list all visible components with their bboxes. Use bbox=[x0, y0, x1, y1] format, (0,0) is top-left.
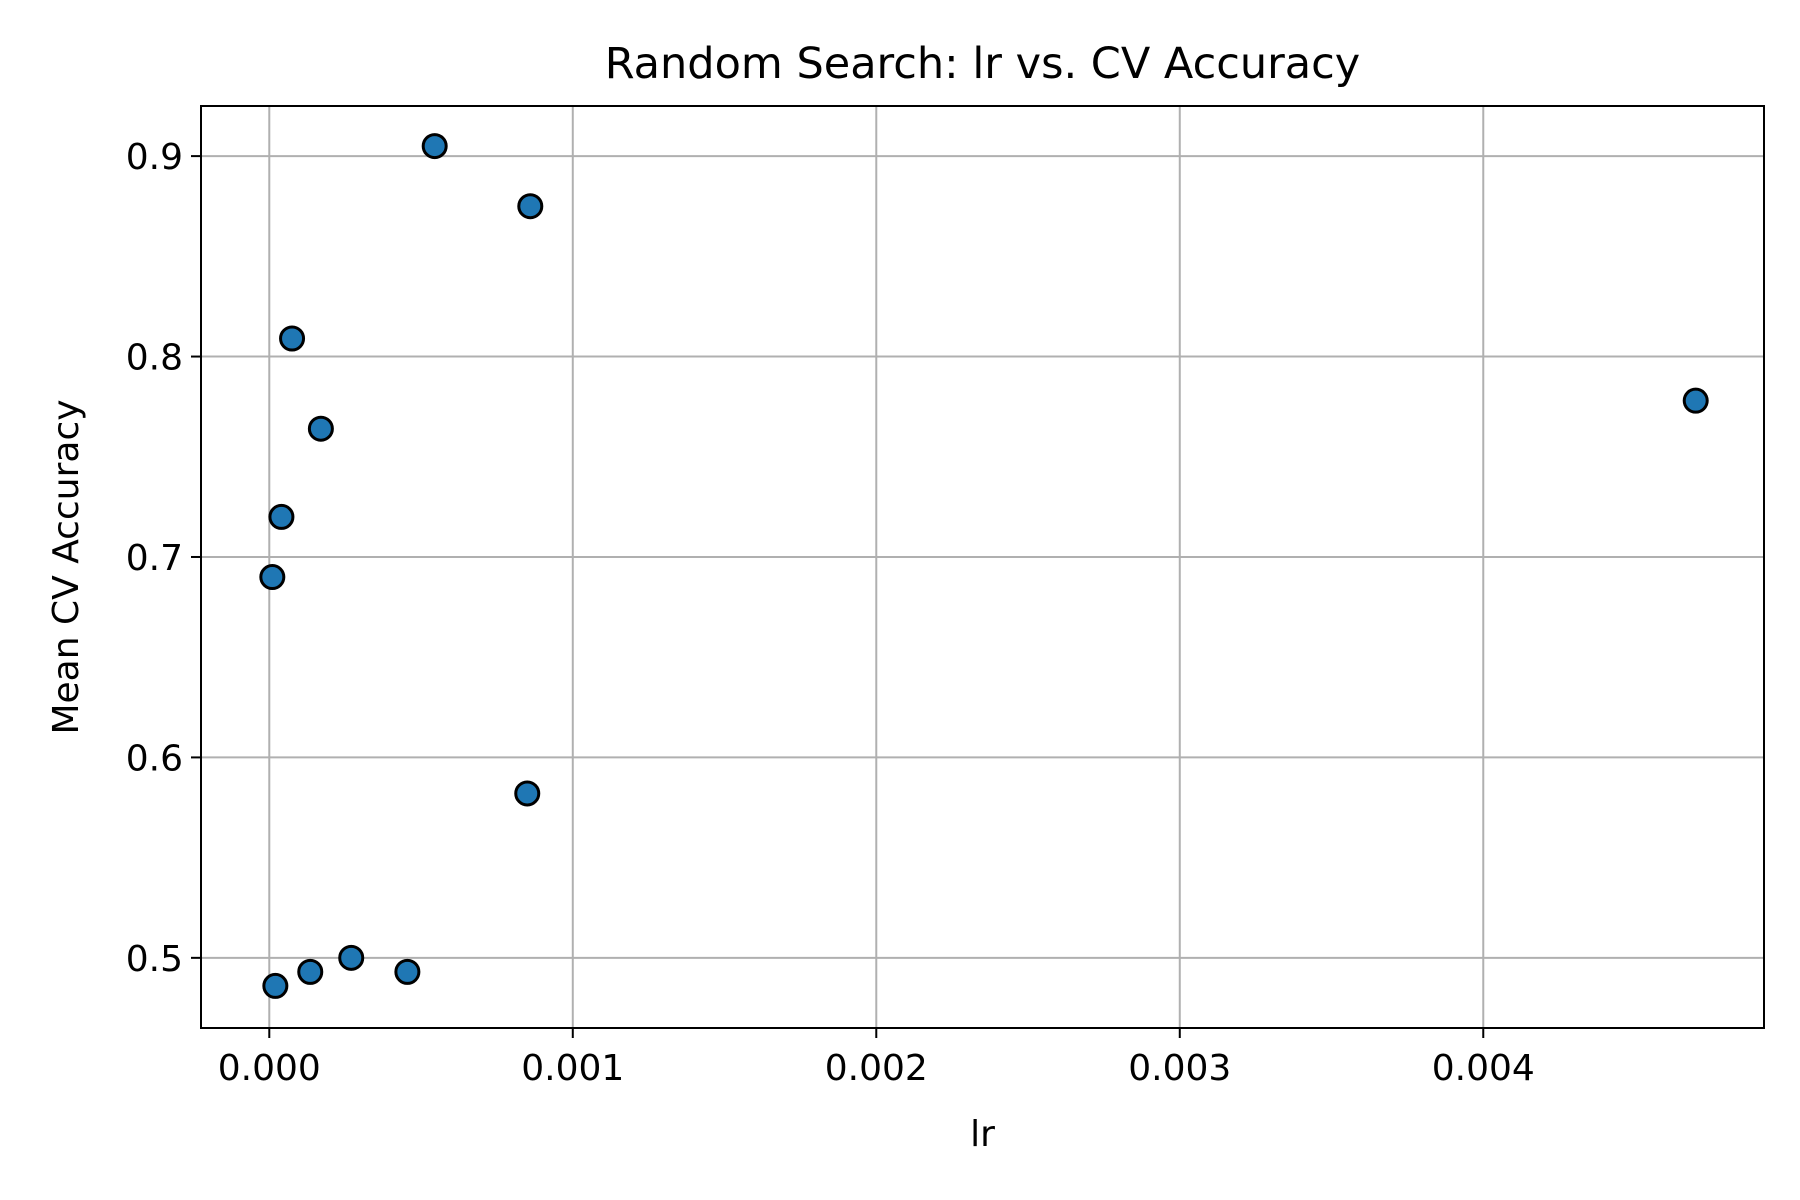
scatter-point bbox=[421, 133, 448, 160]
grid-layer bbox=[201, 106, 1764, 1028]
tick-layer: 0.000 0.001 0.002 0.003 0.004 0.5 0.6 0.7 0.8 0.9 bbox=[126, 137, 1535, 1089]
point-layer bbox=[259, 133, 1709, 999]
y-tick-label: 0.6 bbox=[126, 738, 183, 779]
scatter-point bbox=[307, 415, 334, 442]
scatter-point bbox=[262, 972, 289, 999]
scatter-point bbox=[1682, 387, 1709, 414]
x-tick-label: 0.001 bbox=[521, 1048, 624, 1089]
scatter-point bbox=[517, 193, 544, 220]
plot-frame bbox=[200, 105, 1765, 1029]
scatter-point bbox=[394, 958, 421, 985]
scatter-point bbox=[268, 503, 295, 530]
scatter-point bbox=[259, 564, 286, 591]
x-tick-label: 0.002 bbox=[825, 1048, 928, 1089]
x-tick-label: 0.000 bbox=[218, 1048, 321, 1089]
y-tick-label: 0.9 bbox=[126, 137, 183, 178]
scatter-point bbox=[514, 780, 541, 807]
x-axis-label: lr bbox=[970, 1114, 995, 1155]
y-axis-label: Mean CV Accuracy bbox=[46, 399, 87, 734]
chart-title: Random Search: lr vs. CV Accuracy bbox=[605, 39, 1360, 89]
y-tick-label: 0.5 bbox=[126, 939, 183, 980]
y-tick-label: 0.7 bbox=[126, 538, 183, 579]
x-tick-label: 0.004 bbox=[1432, 1048, 1535, 1089]
scatter-point bbox=[279, 325, 306, 352]
scatter-point bbox=[297, 958, 324, 985]
x-tick-label: 0.003 bbox=[1128, 1048, 1231, 1089]
scatter-point bbox=[338, 944, 365, 971]
y-tick-label: 0.8 bbox=[126, 338, 183, 379]
